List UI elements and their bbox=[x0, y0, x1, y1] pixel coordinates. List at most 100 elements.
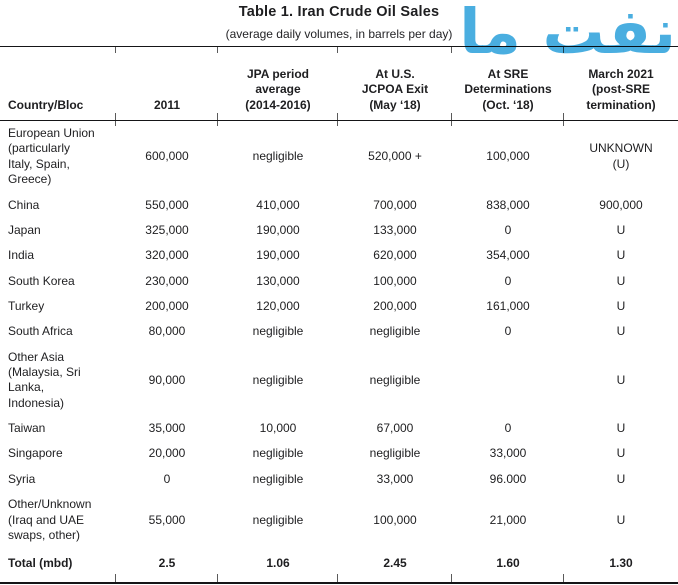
value-cell: 0 bbox=[504, 324, 512, 339]
value-cell: 80,000 bbox=[148, 324, 186, 339]
total-value-cell: 1.30 bbox=[564, 548, 678, 584]
value-cell: U bbox=[616, 298, 626, 313]
country-cell: Other/Unknown (Iraq and UAE swaps, other… bbox=[8, 497, 92, 542]
value-cell: 55,000 bbox=[148, 512, 186, 527]
country-cell: South Korea bbox=[8, 273, 75, 288]
value-cell: U bbox=[616, 446, 626, 461]
value-cell: U bbox=[616, 273, 626, 288]
value-cell: 410,000 bbox=[256, 197, 300, 212]
value-cell: 838,000 bbox=[486, 197, 530, 212]
value-cell: U bbox=[616, 372, 626, 387]
value-cell: 200,000 bbox=[373, 298, 417, 313]
value-cell: 96.000 bbox=[489, 471, 527, 486]
value-cell: U bbox=[616, 222, 626, 237]
value-cell: 0 bbox=[504, 222, 512, 237]
value-cell: 354,000 bbox=[486, 248, 530, 263]
iran-oil-sales-table: Country/Bloc 2011 JPA period average (20… bbox=[0, 46, 678, 584]
value-cell: 190,000 bbox=[256, 222, 300, 237]
country-cell: India bbox=[8, 248, 35, 263]
value-cell: 35,000 bbox=[148, 421, 186, 436]
table-row: China 550,000 410,000 700,000 838,000 90… bbox=[0, 193, 678, 218]
table-row: Turkey 200,000 120,000 200,000 161,000 U bbox=[0, 294, 678, 319]
value-cell: negligible bbox=[252, 324, 304, 339]
value-cell: 0 bbox=[163, 471, 171, 486]
table-row: Japan 325,000 190,000 133,000 0 U bbox=[0, 218, 678, 243]
column-header-jpa: JPA period average (2014-2016) bbox=[218, 46, 338, 122]
value-cell: 10,000 bbox=[259, 421, 297, 436]
table-row: Syria 0 negligible 33,000 96.000 U bbox=[0, 467, 678, 492]
country-cell: Singapore bbox=[8, 446, 63, 461]
table-row: South Korea 230,000 130,000 100,000 0 U bbox=[0, 269, 678, 294]
value-cell: negligible bbox=[252, 471, 304, 486]
value-cell: 33,000 bbox=[376, 471, 414, 486]
total-value-cell: 2.45 bbox=[338, 548, 452, 584]
value-cell: U bbox=[616, 471, 626, 486]
value-cell: 700,000 bbox=[373, 197, 417, 212]
table-row: European Union (particularly Italy, Spai… bbox=[0, 120, 678, 193]
table-row: Taiwan 35,000 10,000 67,000 0 U bbox=[0, 416, 678, 441]
value-cell: negligible bbox=[252, 512, 304, 527]
total-value-cell: 1.06 bbox=[218, 548, 338, 584]
value-cell: 0 bbox=[504, 421, 512, 436]
value-cell: U bbox=[616, 324, 626, 339]
value-cell: 100,000 bbox=[373, 273, 417, 288]
country-cell: China bbox=[8, 197, 40, 212]
table-row: Other Asia (Malaysia, Sri Lanka, Indones… bbox=[0, 345, 678, 416]
column-header-sre: At SRE Determinations (Oct. ‘18) bbox=[452, 46, 564, 122]
value-cell: U bbox=[616, 248, 626, 263]
value-cell: 100,000 bbox=[373, 512, 417, 527]
country-cell: South Africa bbox=[8, 324, 73, 339]
header-row: Country/Bloc 2011 JPA period average (20… bbox=[0, 46, 678, 122]
country-cell: Japan bbox=[8, 222, 41, 237]
value-cell: negligible bbox=[369, 446, 421, 461]
value-cell: 161,000 bbox=[486, 298, 530, 313]
value-cell: 0 bbox=[504, 273, 512, 288]
total-label-cell: Total (mbd) bbox=[0, 548, 116, 584]
value-cell: 130,000 bbox=[256, 273, 300, 288]
total-row: Total (mbd) 2.5 1.06 2.45 1.60 1.30 bbox=[0, 548, 678, 584]
column-header-2011: 2011 bbox=[116, 46, 218, 122]
total-value-cell: 2.5 bbox=[116, 548, 218, 584]
value-cell: negligible bbox=[369, 372, 421, 387]
table-subtitle: (average daily volumes, in barrels per d… bbox=[225, 27, 453, 41]
value-cell: UNKNOWN (U) bbox=[589, 141, 653, 171]
value-cell: 230,000 bbox=[145, 273, 189, 288]
value-cell: 320,000 bbox=[145, 248, 189, 263]
country-cell: European Union (particularly Italy, Spai… bbox=[0, 120, 116, 193]
value-cell: 100,000 bbox=[452, 120, 564, 193]
table-row: South Africa 80,000 negligible negligibl… bbox=[0, 319, 678, 344]
value-cell: 550,000 bbox=[145, 197, 189, 212]
value-cell: U bbox=[616, 512, 626, 527]
column-header-march-2021: March 2021 (post-SRE termination) bbox=[564, 46, 678, 122]
value-cell: negligible bbox=[252, 446, 304, 461]
column-header-country: Country/Bloc bbox=[0, 46, 116, 122]
total-value-cell: 1.60 bbox=[452, 548, 564, 584]
value-cell: negligible bbox=[369, 324, 421, 339]
value-cell: 900,000 bbox=[599, 197, 643, 212]
table-row: Singapore 20,000 negligible negligible 3… bbox=[0, 441, 678, 466]
value-cell: 620,000 bbox=[373, 248, 417, 263]
column-header-jcpoa-exit: At U.S. JCPOA Exit (May ‘18) bbox=[338, 46, 452, 122]
table-row: India 320,000 190,000 620,000 354,000 U bbox=[0, 243, 678, 268]
country-cell: Taiwan bbox=[8, 421, 46, 436]
value-cell bbox=[452, 345, 564, 416]
value-cell: negligible bbox=[218, 120, 338, 193]
value-cell: negligible bbox=[252, 372, 304, 387]
country-cell: Syria bbox=[8, 471, 36, 486]
value-cell: 520,000 + bbox=[338, 120, 452, 193]
value-cell: 133,000 bbox=[373, 222, 417, 237]
table-title: Table 1. Iran Crude Oil Sales bbox=[238, 4, 440, 20]
value-cell: 20,000 bbox=[148, 446, 186, 461]
value-cell: U bbox=[616, 421, 626, 436]
value-cell: 325,000 bbox=[145, 222, 189, 237]
country-cell: Turkey bbox=[8, 298, 45, 313]
value-cell: 21,000 bbox=[489, 512, 527, 527]
value-cell: 33,000 bbox=[489, 446, 527, 461]
country-cell: Other Asia (Malaysia, Sri Lanka, Indones… bbox=[8, 349, 81, 410]
value-cell: 200,000 bbox=[145, 298, 189, 313]
value-cell: 90,000 bbox=[148, 372, 186, 387]
table-row: Other/Unknown (Iraq and UAE swaps, other… bbox=[0, 492, 678, 548]
value-cell: 67,000 bbox=[376, 421, 414, 436]
value-cell: 190,000 bbox=[256, 248, 300, 263]
